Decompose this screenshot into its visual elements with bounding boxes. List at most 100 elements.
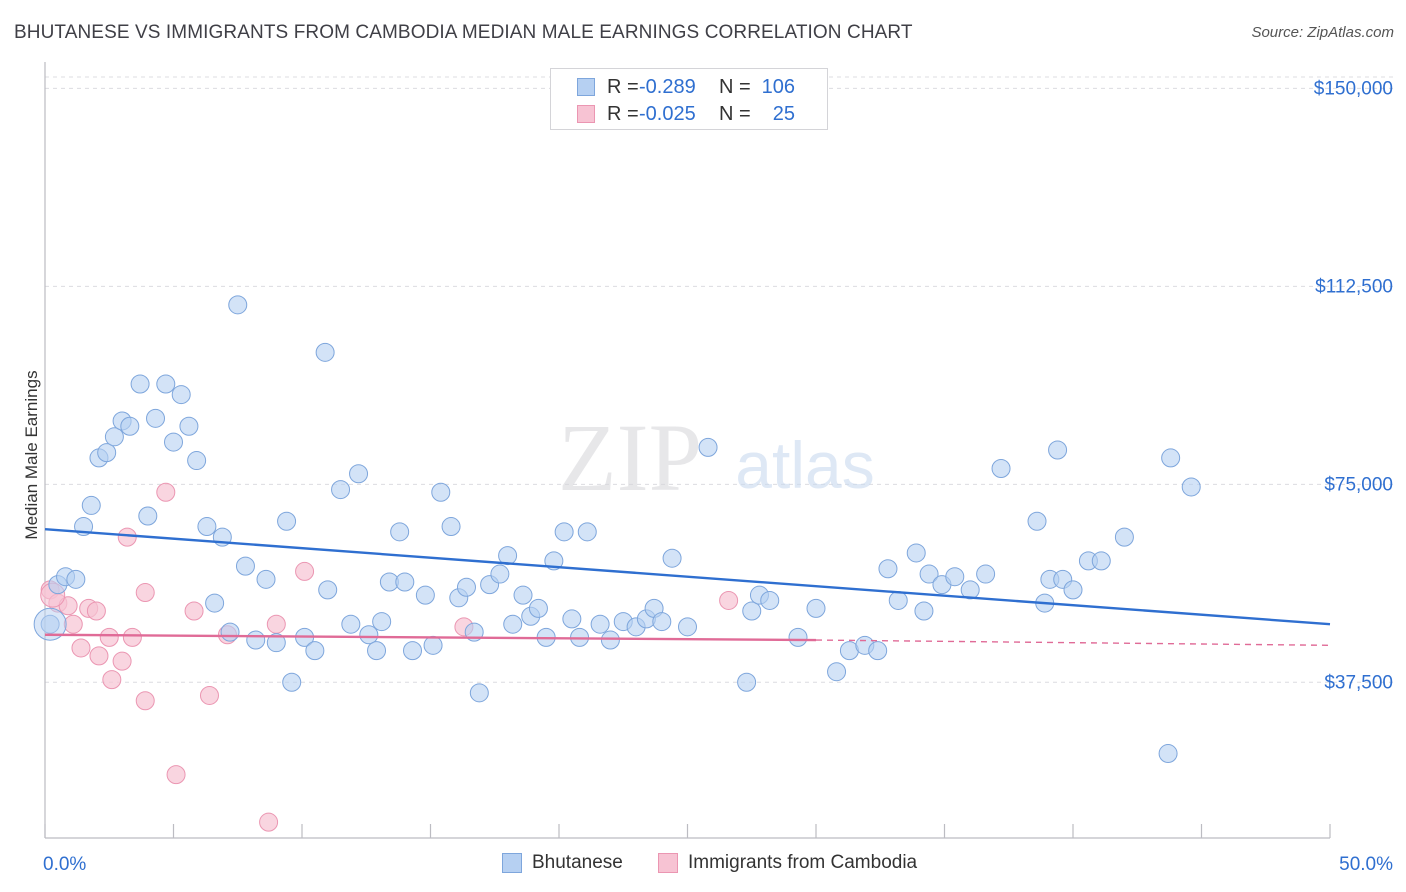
- legend-row-bhutanese: R = -0.289 N = 106: [577, 74, 795, 100]
- y-tick-label: $37,500: [1324, 672, 1393, 693]
- cambodia-point: [102, 670, 122, 690]
- bhutanese-point: [469, 683, 489, 703]
- bhutanese-point: [228, 295, 248, 315]
- bhutanese-point: [562, 609, 582, 629]
- bhutanese-point: [266, 633, 286, 653]
- bhutanese-point: [976, 564, 996, 584]
- cambodia-point: [135, 583, 155, 603]
- bhutanese-point: [423, 635, 443, 655]
- bhutanese-point: [256, 569, 276, 589]
- bhutanese-point: [919, 564, 939, 584]
- series-legend: Bhutanese Immigrants from Cambodia: [0, 852, 1406, 876]
- r-label: R =: [607, 75, 639, 98]
- y-tick-label: $150,000: [1314, 78, 1393, 99]
- bhutanese-point: [146, 408, 166, 428]
- bhutanese-point: [1161, 448, 1181, 468]
- bhutanese-point: [179, 416, 199, 436]
- bhutanese-swatch: [577, 78, 595, 96]
- cambodia-point: [166, 765, 186, 785]
- bhutanese-point: [528, 598, 548, 618]
- cambodia-point: [122, 627, 142, 647]
- bhutanese-point: [130, 374, 150, 394]
- bhutanese-point: [441, 517, 461, 537]
- r-label: R =: [607, 102, 639, 125]
- bhutanese-point: [331, 480, 351, 500]
- n-value: 106: [761, 75, 795, 98]
- cambodia-swatch: [658, 853, 678, 873]
- bhutanese-point: [277, 511, 297, 531]
- bhutanese-point: [164, 432, 183, 452]
- bhutanese-point: [120, 416, 140, 436]
- legend-item-cambodia: Immigrants from Cambodia: [658, 852, 917, 874]
- cambodia-point: [259, 812, 279, 832]
- bhutanese-point: [235, 556, 255, 576]
- bhutanese-point: [827, 662, 847, 682]
- bhutanese-point: [138, 506, 158, 526]
- x-tick-label: 0.0%: [43, 854, 86, 875]
- n-label: N =: [719, 75, 751, 98]
- cambodia-swatch: [577, 105, 595, 123]
- bhutanese-point: [33, 607, 67, 641]
- bhutanese-point: [372, 612, 392, 632]
- y-tick-label: $75,000: [1324, 474, 1393, 495]
- cambodia-point: [719, 590, 739, 610]
- bhutanese-swatch: [502, 853, 522, 873]
- bhutanese-point: [878, 559, 898, 579]
- bhutanese-point: [742, 601, 762, 621]
- bhutanese-point: [1181, 477, 1201, 497]
- n-value: 25: [772, 102, 795, 125]
- bhutanese-points: [33, 295, 1201, 764]
- bhutanese-point: [305, 641, 325, 661]
- bhutanese-trend-line: [44, 527, 1331, 626]
- cambodia-point: [156, 482, 176, 502]
- bhutanese-point: [341, 614, 361, 634]
- bhutanese-point: [1048, 440, 1068, 460]
- bhutanese-point: [1063, 580, 1083, 600]
- bhutanese-point: [318, 580, 338, 600]
- bhutanese-point: [868, 641, 888, 661]
- cambodia-point: [71, 638, 91, 658]
- bhutanese-point: [662, 548, 682, 568]
- bhutanese-point: [104, 427, 124, 447]
- cambodia-point: [199, 685, 219, 705]
- cambodia-point: [266, 614, 286, 634]
- r-value: -0.289: [639, 75, 696, 98]
- bhutanese-point: [652, 612, 672, 632]
- bhutanese-point: [806, 598, 826, 618]
- bhutanese-point: [513, 585, 533, 605]
- trend-lines: [44, 527, 1331, 647]
- bhutanese-point: [554, 522, 574, 542]
- legend-label: Immigrants from Cambodia: [688, 852, 918, 873]
- bhutanese-point: [197, 517, 217, 537]
- bhutanese-point: [906, 543, 926, 563]
- cambodia-point: [112, 651, 132, 671]
- bhutanese-point: [415, 585, 435, 605]
- bhutanese-point: [1091, 551, 1111, 571]
- watermark: ZIP atlas: [558, 404, 875, 511]
- cambodia-point: [135, 691, 155, 711]
- bhutanese-point: [81, 495, 101, 515]
- grid-lines: [45, 76, 1395, 683]
- y-tick-label: $112,500: [1315, 276, 1393, 297]
- bhutanese-point: [187, 451, 207, 471]
- bhutanese-point: [431, 482, 451, 502]
- bhutanese-point: [156, 374, 176, 394]
- bhutanese-point: [678, 617, 697, 637]
- cambodia-point: [86, 601, 106, 621]
- bhutanese-point: [246, 630, 266, 650]
- bhutanese-point: [349, 464, 369, 484]
- legend-label: Bhutanese: [532, 852, 623, 873]
- watermark-atlas: atlas: [735, 428, 874, 502]
- bhutanese-point: [600, 630, 620, 650]
- bhutanese-point: [737, 672, 757, 692]
- cambodia-point: [295, 561, 315, 581]
- correlation-legend: R = -0.289 N = 106 R = -0.025 N = 25: [550, 68, 828, 130]
- bhutanese-point: [577, 522, 597, 542]
- source-label: Source: ZipAtlas.com: [1251, 24, 1394, 41]
- legend-item-bhutanese: Bhutanese: [502, 852, 623, 874]
- bhutanese-point: [390, 522, 410, 542]
- bhutanese-point: [282, 672, 302, 692]
- bhutanese-point: [205, 593, 225, 613]
- bhutanese-point: [1114, 527, 1134, 547]
